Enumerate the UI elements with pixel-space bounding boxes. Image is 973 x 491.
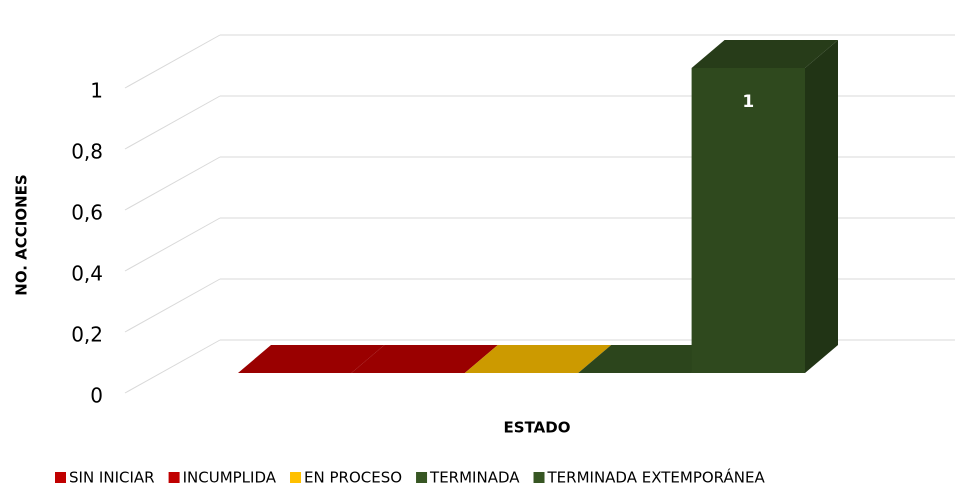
y-tick-label: 0 bbox=[90, 384, 103, 408]
legend: SIN INICIAR INCUMPLIDA EN PROCESO TERMINADA… bbox=[55, 468, 765, 487]
bar-top bbox=[691, 40, 838, 68]
x-axis-title: ESTADO bbox=[504, 419, 571, 437]
bar-top bbox=[351, 345, 498, 373]
legend-label: SIN INICIAR bbox=[69, 469, 155, 487]
bar-front bbox=[691, 68, 805, 373]
y-axis-title: NO. ACCIONES bbox=[13, 174, 31, 295]
bar-top bbox=[464, 345, 612, 373]
legend-swatch bbox=[55, 472, 66, 483]
legend-swatch bbox=[290, 472, 302, 483]
bar-top bbox=[238, 345, 385, 373]
grid-line bbox=[124, 339, 221, 394]
grid-line bbox=[124, 217, 221, 272]
data-label: 1 bbox=[742, 92, 754, 112]
legend-label: TERMINADA EXTEMPORÁNEA bbox=[547, 468, 766, 487]
y-tick-label: 0,4 bbox=[71, 262, 103, 286]
legend-label: INCUMPLIDA bbox=[183, 469, 277, 487]
legend-label: TERMINADA bbox=[429, 469, 520, 487]
grid-line bbox=[124, 95, 221, 150]
y-tick-label: 0,8 bbox=[71, 140, 103, 164]
legend-swatch bbox=[416, 472, 428, 483]
grid-line bbox=[124, 156, 221, 211]
grid-line bbox=[124, 278, 221, 333]
y-tick-label: 1 bbox=[90, 79, 103, 103]
y-tick-label: 0,6 bbox=[71, 201, 103, 225]
bar-top bbox=[578, 345, 725, 373]
legend-swatch bbox=[168, 472, 180, 483]
bar-side bbox=[805, 40, 838, 373]
legend-label: EN PROCESO bbox=[304, 469, 402, 487]
grid-line bbox=[124, 34, 221, 89]
legend-swatch bbox=[533, 472, 545, 483]
y-tick-label: 0,2 bbox=[71, 323, 103, 347]
